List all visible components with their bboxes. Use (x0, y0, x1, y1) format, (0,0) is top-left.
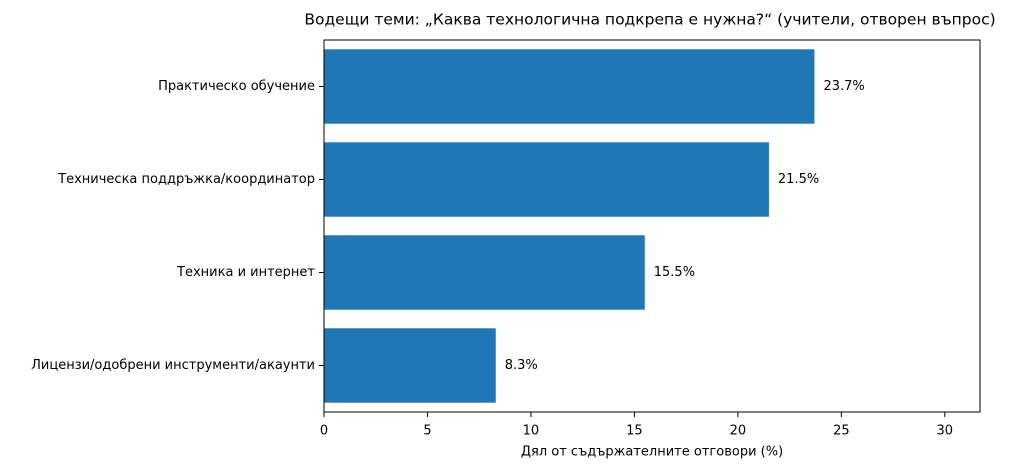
value-label: 8.3% (505, 358, 538, 373)
value-label: 23.7% (823, 79, 864, 94)
y-tick-label: Техника и интернет (176, 265, 315, 280)
plot-frame (323, 39, 981, 413)
x-tick-label: 15 (626, 424, 643, 439)
x-tick-label: 0 (320, 424, 328, 439)
bar (324, 235, 645, 310)
x-tick-label: 20 (730, 424, 747, 439)
y-tick-label: Техническа поддръжка/координатор (57, 172, 315, 187)
x-tick-label: 5 (423, 424, 431, 439)
chart-title: Водещи теми: „Каква технологична подкреп… (304, 11, 995, 29)
bar (324, 328, 496, 403)
x-tick-label: 10 (523, 424, 540, 439)
bar (324, 49, 815, 124)
y-tick-label: Практическо обучение (158, 79, 315, 94)
y-tick-label: Лицензи/одобрени инструменти/акаунти (31, 358, 315, 373)
x-axis-label: Дял от съдържателните отговори (%) (521, 445, 783, 460)
bar (324, 142, 769, 217)
x-tick-label: 30 (937, 424, 954, 439)
x-tick-label: 25 (833, 424, 850, 439)
value-label: 15.5% (654, 265, 695, 280)
value-label: 21.5% (778, 172, 819, 187)
